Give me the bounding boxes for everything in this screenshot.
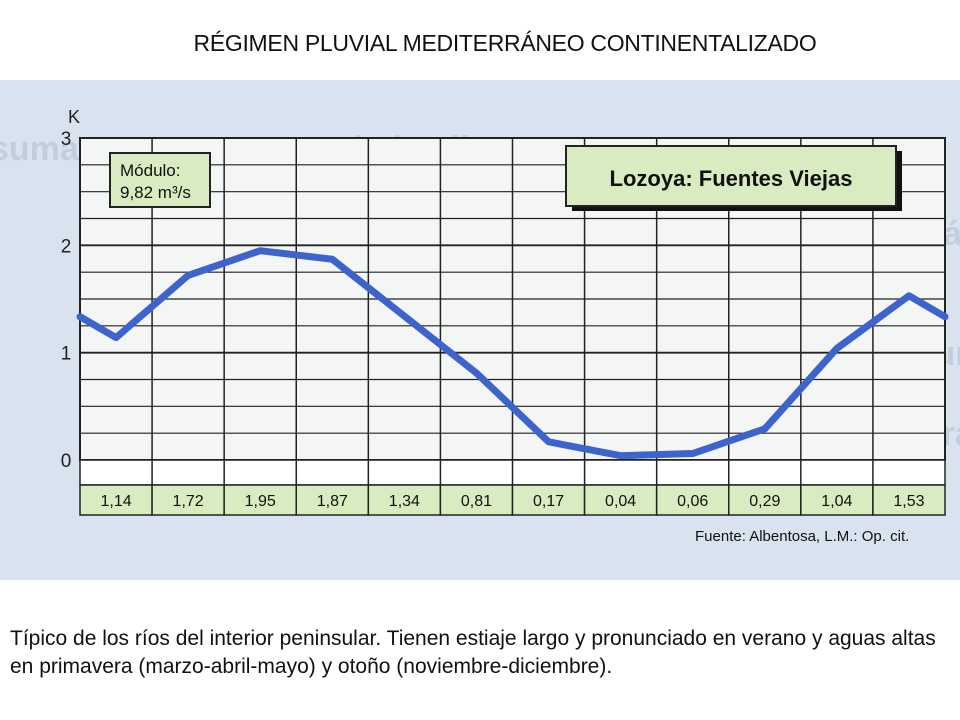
module-value: 9,82 m³/s bbox=[120, 183, 191, 202]
data-label: 1,72 bbox=[173, 493, 204, 510]
chart-figure: sumamente y pronunciado clima Una cliser… bbox=[0, 80, 960, 580]
data-point bbox=[833, 345, 840, 352]
data-point bbox=[761, 425, 768, 432]
value-table: 1,14 1,72 1,95 1,87 1,34 0,81 0,17 0,04 0,06 0,29… bbox=[79, 459, 946, 516]
y-tick-label: 0 bbox=[61, 451, 72, 472]
y-tick-label: 1 bbox=[61, 344, 72, 365]
data-point bbox=[113, 334, 120, 341]
data-label: 1,34 bbox=[389, 493, 420, 510]
table-cell bbox=[800, 484, 874, 516]
y-axis-label: K bbox=[68, 107, 80, 127]
table-cell bbox=[511, 484, 586, 516]
table-cell bbox=[872, 484, 946, 516]
data-label: 1,14 bbox=[100, 493, 131, 510]
chart-svg: sumamente y pronunciado clima Una cliser… bbox=[0, 107, 960, 545]
module-box: Módulo: 9,82 m³/s bbox=[109, 152, 211, 208]
table-cell bbox=[655, 484, 730, 516]
data-point bbox=[905, 292, 912, 299]
data-point bbox=[257, 247, 264, 254]
data-label: 1,04 bbox=[821, 493, 852, 510]
y-tick-label: 2 bbox=[61, 236, 72, 257]
data-label: 0,17 bbox=[533, 493, 564, 510]
chart-title-box: Lozoya: Fuentes Viejas bbox=[565, 145, 902, 211]
data-label: 1,87 bbox=[317, 493, 348, 510]
chart-source: Fuente: Albentosa, L.M.: Op. cit. bbox=[695, 528, 909, 545]
chart-title: Lozoya: Fuentes Viejas bbox=[610, 166, 853, 191]
data-point bbox=[545, 438, 552, 445]
table-cell bbox=[728, 484, 802, 516]
y-axis: 0 1 2 3 bbox=[61, 129, 72, 472]
data-point bbox=[689, 450, 696, 457]
table-cell bbox=[295, 484, 370, 516]
table-cell bbox=[439, 484, 514, 516]
data-point bbox=[617, 452, 624, 459]
table-cell bbox=[223, 484, 298, 516]
table-cell bbox=[583, 484, 658, 516]
page-title: RÉGIMEN PLUVIAL MEDITERRÁNEO CONTINENTAL… bbox=[193, 30, 817, 56]
data-label: 1,53 bbox=[893, 493, 924, 510]
data-point bbox=[329, 256, 336, 263]
y-tick-label: 3 bbox=[61, 129, 72, 150]
caption-text: Típico de los ríos del interior peninsul… bbox=[10, 627, 936, 678]
data-label: 0,06 bbox=[677, 493, 708, 510]
data-point bbox=[473, 370, 480, 377]
data-point bbox=[185, 272, 192, 279]
data-label: 0,04 bbox=[605, 493, 636, 510]
data-label: 1,95 bbox=[245, 493, 276, 510]
data-label: 0,29 bbox=[749, 493, 780, 510]
data-label: 0,81 bbox=[461, 493, 492, 510]
data-point bbox=[401, 313, 408, 320]
module-label: Módulo: bbox=[120, 161, 180, 180]
series-line bbox=[76, 247, 949, 460]
